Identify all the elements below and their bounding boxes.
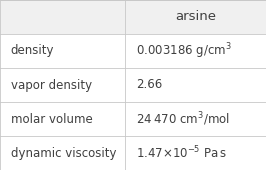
Bar — [0, 102, 266, 136]
Text: vapor density: vapor density — [11, 79, 92, 91]
Text: molar volume: molar volume — [11, 113, 92, 125]
Text: 1.47×10$^{-5}$ Pa s: 1.47×10$^{-5}$ Pa s — [136, 145, 227, 161]
Bar — [0, 34, 266, 68]
Text: density: density — [11, 45, 54, 57]
Text: dynamic viscosity: dynamic viscosity — [11, 147, 116, 159]
Text: arsine: arsine — [175, 11, 216, 23]
Bar — [0, 68, 266, 102]
Text: 0.003186 g/cm$^3$: 0.003186 g/cm$^3$ — [136, 41, 231, 61]
Bar — [0, 136, 266, 170]
Text: 24 470 cm$^3$/mol: 24 470 cm$^3$/mol — [136, 110, 230, 128]
Bar — [0, 0, 266, 34]
Text: 2.66: 2.66 — [136, 79, 162, 91]
